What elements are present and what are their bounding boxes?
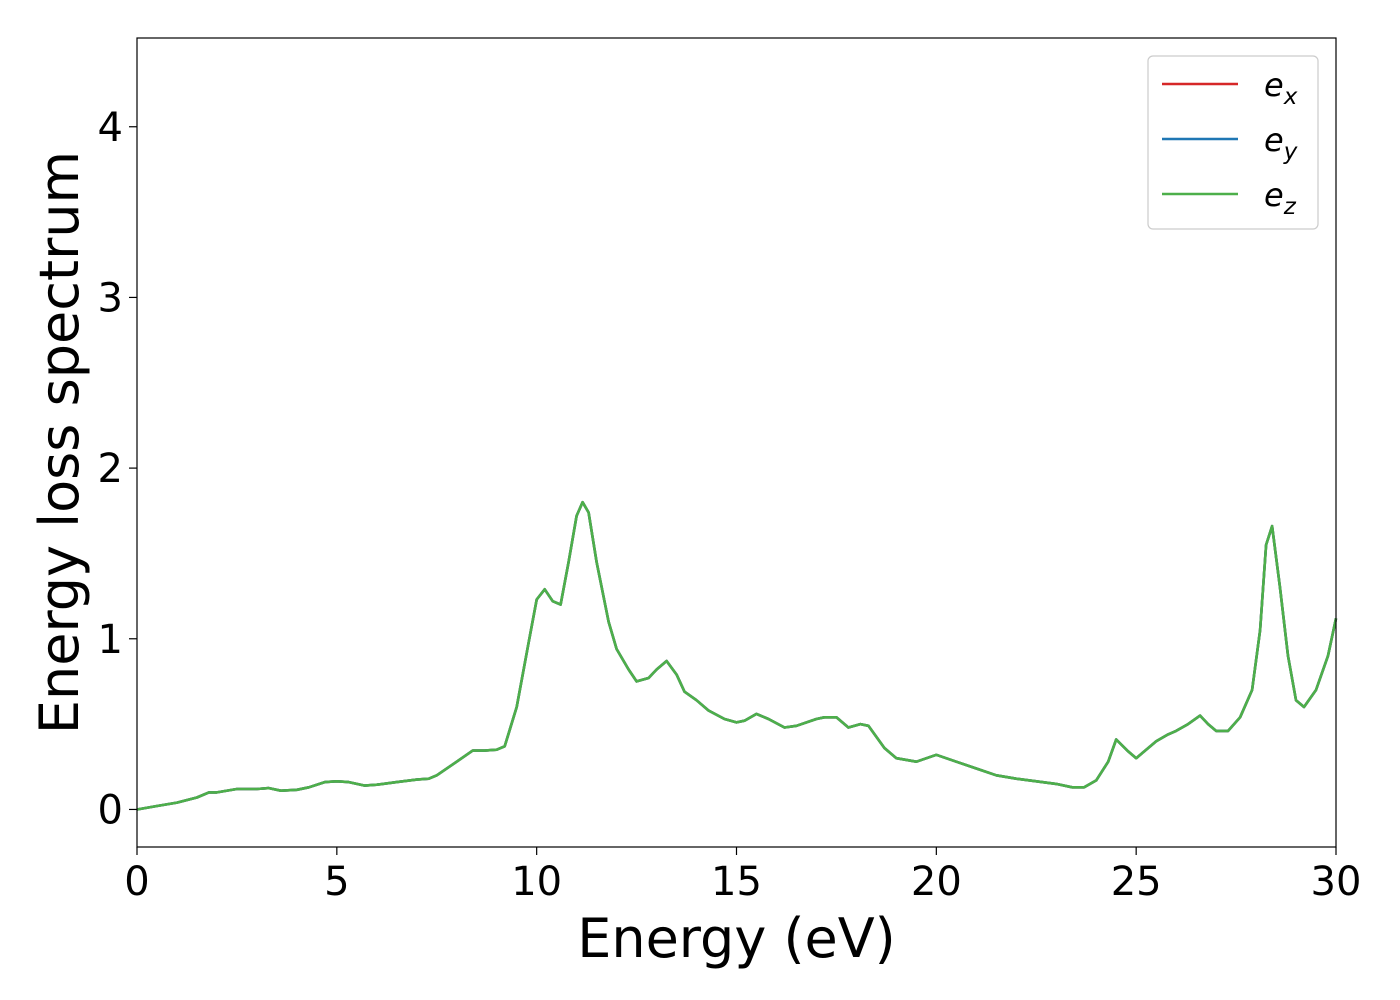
y-tick-label: 4: [98, 105, 123, 151]
series-layer: [136, 500, 1338, 811]
legend-label: ey: [1264, 121, 1298, 165]
y-tick-label: 2: [98, 446, 123, 492]
y-axis-ticks: 0 1 2 3 4: [98, 105, 137, 833]
plot-frame: [136, 37, 1337, 848]
series-line-ey: [136, 500, 1338, 811]
x-axis-ticks: 0 5 10 15 20 25 30: [124, 847, 1361, 905]
x-tick-label: 5: [324, 859, 349, 905]
x-tick-label: 10: [511, 859, 562, 905]
legend-label: ez: [1264, 176, 1297, 220]
x-tick-label: 25: [1111, 859, 1162, 905]
x-tick-label: 30: [1311, 859, 1362, 905]
legend-box: [1147, 55, 1319, 230]
series-line-ez: [136, 500, 1338, 811]
y-axis-title: Energy loss spectrum: [28, 151, 91, 734]
series-line-ex: [136, 500, 1338, 811]
x-axis-title: Energy (eV): [577, 907, 896, 970]
legend: ex ey ez: [1147, 55, 1319, 230]
y-tick-label: 0: [98, 787, 123, 833]
y-tick-label: 1: [98, 617, 123, 663]
x-tick-label: 0: [124, 859, 149, 905]
legend-label: ex: [1264, 66, 1298, 110]
x-tick-label: 20: [911, 859, 962, 905]
y-tick-label: 3: [98, 275, 123, 321]
x-tick-label: 15: [711, 859, 762, 905]
